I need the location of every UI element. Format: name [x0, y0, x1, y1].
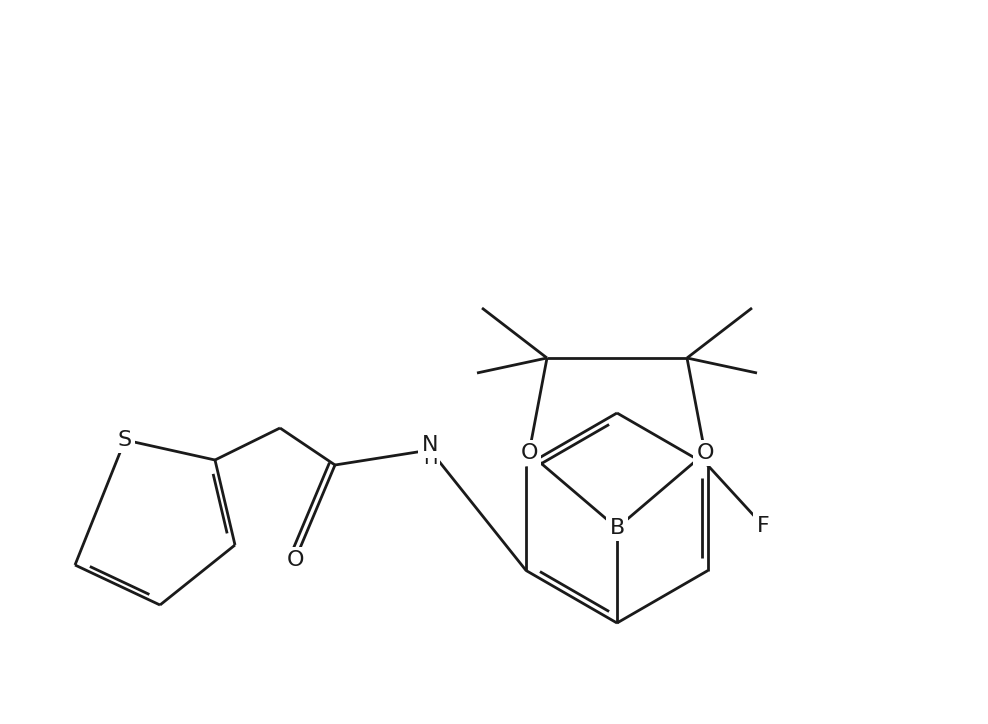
Text: B: B	[610, 518, 624, 538]
Text: H: H	[423, 448, 438, 468]
Text: F: F	[757, 515, 770, 536]
Text: S: S	[118, 430, 132, 450]
Text: O: O	[521, 443, 537, 463]
Text: O: O	[697, 443, 713, 463]
Text: N: N	[422, 435, 439, 455]
Text: O: O	[287, 550, 303, 570]
